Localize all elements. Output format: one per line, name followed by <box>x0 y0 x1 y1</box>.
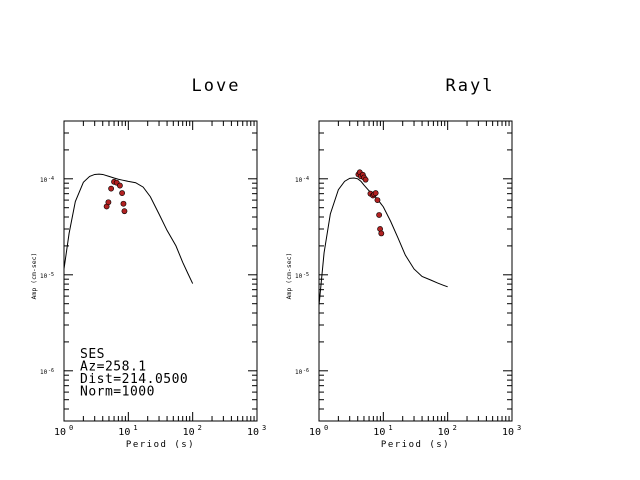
series-line <box>319 177 448 306</box>
x-tick-exponent: 3 <box>517 424 521 432</box>
x-tick-label: 10 <box>309 427 321 438</box>
x-tick-exponent: 0 <box>324 424 328 432</box>
x-tick-exponent: 2 <box>453 424 457 432</box>
y-tick-exponent: -4 <box>48 176 54 182</box>
data-point <box>376 212 383 218</box>
annotation-line: Norm=1000 <box>80 385 155 400</box>
y-tick-label: 10 <box>295 273 303 280</box>
y-tick-exponent: -6 <box>303 368 309 374</box>
x-tick-exponent: 2 <box>198 424 202 432</box>
y-tick-exponent: -4 <box>303 176 309 182</box>
x-axis-label: Period (s) <box>381 440 450 450</box>
series-line <box>64 173 194 284</box>
x-tick-label: 10 <box>183 427 195 438</box>
plot-frame <box>318 120 513 422</box>
y-tick-label: 10 <box>40 369 48 376</box>
x-tick-label: 10 <box>247 427 259 438</box>
y-tick-label: 10 <box>40 273 48 280</box>
x-tick-label: 10 <box>502 427 514 438</box>
x-tick-exponent: 1 <box>133 424 137 432</box>
x-tick-label: 10 <box>438 427 450 438</box>
y-tick-exponent: -6 <box>48 368 54 374</box>
x-tick-exponent: 1 <box>388 424 392 432</box>
x-axis-label: Period (s) <box>126 440 195 450</box>
data-point <box>108 185 115 192</box>
data-point <box>117 182 123 189</box>
y-tick-exponent: -5 <box>48 272 54 278</box>
y-axis-label: Amp (cm-sec) <box>285 253 293 300</box>
plot-frame <box>63 120 258 422</box>
x-tick-label: 10 <box>54 427 66 438</box>
chart-title: Rayl <box>446 76 495 96</box>
annotation-line: Dist=214.0500 <box>80 372 188 387</box>
chart-title: Love <box>192 76 241 96</box>
data-point <box>119 190 125 196</box>
x-tick-label: 10 <box>373 427 385 438</box>
data-point <box>374 197 381 203</box>
annotation-line: Az=258.1 <box>80 360 147 375</box>
y-tick-label: 10 <box>295 177 303 184</box>
data-point <box>378 230 385 237</box>
x-tick-exponent: 3 <box>262 424 266 432</box>
data-point <box>362 176 369 183</box>
y-tick-exponent: -5 <box>303 272 309 278</box>
y-tick-label: 10 <box>295 369 303 376</box>
y-axis-label: Amp (cm-sec) <box>30 253 38 300</box>
x-tick-label: 10 <box>118 427 130 438</box>
data-point <box>121 208 128 215</box>
data-point <box>372 190 379 196</box>
x-tick-exponent: 0 <box>69 424 73 432</box>
data-point <box>105 199 112 206</box>
data-point <box>120 200 127 207</box>
annotation-line: SES <box>80 347 105 362</box>
y-tick-label: 10 <box>40 177 48 184</box>
